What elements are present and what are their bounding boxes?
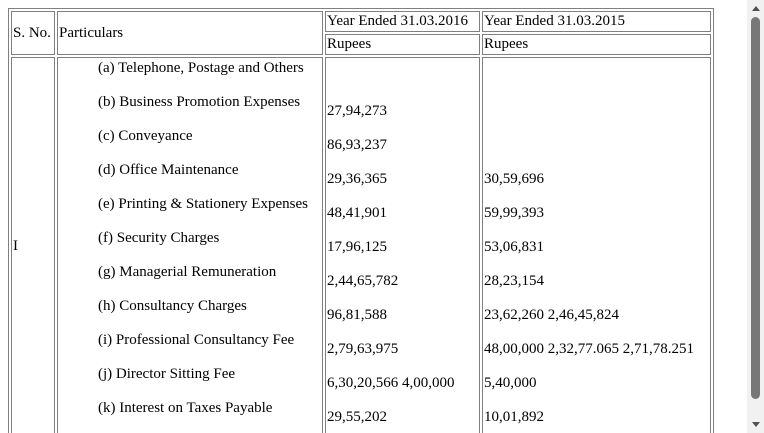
scroll-down-arrow-icon[interactable] [747, 416, 764, 433]
particular-item: (a) Telephone, Postage and Others [98, 60, 304, 76]
vertical-scrollbar[interactable] [747, 0, 764, 433]
amount-2016: 17,96,125 [327, 239, 387, 255]
amount-2015 [484, 127, 709, 161]
particular-item: (i) Professional Consultancy Fee [98, 332, 295, 348]
document-viewport: S. No. Particulars Year Ended 31.03.2016… [8, 8, 714, 433]
section-number: I [11, 57, 55, 433]
amount-2016: 48,41,901 [327, 205, 387, 221]
unit-2016-header: Rupees [325, 34, 480, 55]
amount-2016: 2,79,63,975 [327, 341, 399, 357]
sno-header: S. No. [11, 11, 55, 55]
amount-2015: 28,23,154 [484, 273, 544, 289]
table-row: I (a) Telephone, Postage and Others (b) B… [11, 57, 711, 433]
amount-2016: 96,81,588 [327, 307, 387, 323]
amount-2015: 10,01,892 [484, 409, 544, 425]
amount-2016: 29,36,365 [327, 171, 387, 187]
particular-item: (h) Consultancy Charges [98, 298, 247, 314]
amount-2016: 29,55,202 [327, 409, 387, 425]
amount-2015: 5,40,000 [484, 375, 537, 391]
amount-2015: 53,06,831 [484, 239, 544, 255]
amounts-2015-list: 30,59,696 59,99,393 53,06,831 28,23,154 23,6… [484, 59, 709, 433]
scrollbar-thumb[interactable] [751, 17, 760, 399]
year-2015-header: Year Ended 31.03.2015 [482, 11, 711, 32]
particular-item: (c) Conveyance [98, 128, 193, 144]
particulars-cell: (a) Telephone, Postage and Others (b) Bus… [57, 57, 323, 433]
amount-2015: 59,99,393 [484, 205, 544, 221]
amount-2016: 27,94,273 [327, 103, 387, 119]
particular-item: (d) Office Maintenance [98, 162, 239, 178]
amounts-2015-cell: 30,59,696 59,99,393 53,06,831 28,23,154 23,6… [482, 57, 711, 433]
amount-2016: 6,30,20,566 4,00,000 [327, 375, 455, 391]
amounts-2016-cell: 27,94,273 86,93,237 29,36,365 48,41,901 17,9… [325, 57, 480, 433]
particulars-header: Particulars [57, 11, 323, 55]
expenses-table: S. No. Particulars Year Ended 31.03.2016… [8, 8, 714, 433]
amount-2015: 48,00,000 2,32,77.065 2,71,78.251 [484, 341, 694, 357]
year-2016-header: Year Ended 31.03.2016 [325, 11, 480, 32]
amount-2015 [484, 93, 709, 127]
particulars-list: (a) Telephone, Postage and Others (b) Bus… [59, 59, 321, 433]
unit-2015-header: Rupees [482, 34, 711, 55]
unit-row: Rupees Rupees [11, 34, 711, 55]
amount-2015: 30,59,696 [484, 171, 544, 187]
amounts-2016-list: 27,94,273 86,93,237 29,36,365 48,41,901 17,9… [327, 59, 478, 433]
header-row: S. No. Particulars Year Ended 31.03.2016… [11, 11, 711, 55]
amount-2016: 86,93,237 [327, 137, 387, 153]
amount-2015: 23,62,260 2,46,45,824 [484, 307, 619, 323]
particular-item: (g) Managerial Remuneration [98, 264, 277, 280]
scroll-up-arrow-icon[interactable] [747, 0, 764, 17]
particular-item: (b) Business Promotion Expenses [98, 94, 301, 110]
particular-item: (j) Director Sitting Fee [98, 366, 236, 382]
amount-2016: 2,44,65,782 [327, 273, 399, 289]
amount-2015 [484, 59, 709, 93]
particular-item: (f) Security Charges [98, 230, 220, 246]
particular-item: (e) Printing & Stationery Expenses [98, 196, 308, 212]
amount-2016 [327, 59, 478, 93]
particular-item: (k) Interest on Taxes Payable [98, 400, 273, 416]
